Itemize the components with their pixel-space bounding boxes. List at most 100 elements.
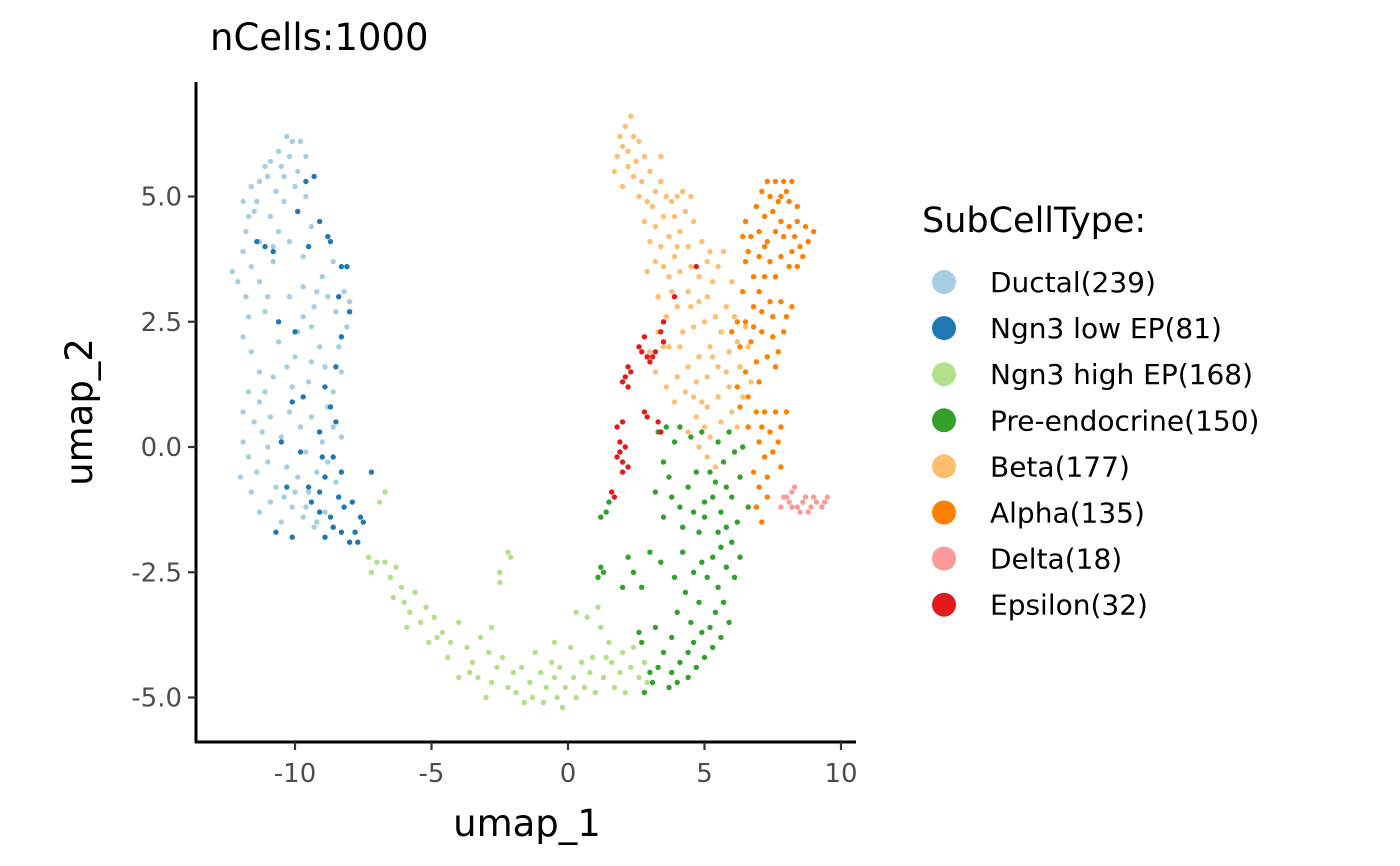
point-s2-68: [483, 694, 489, 701]
point-s2-24: [475, 674, 481, 681]
point-s0-91: [240, 439, 246, 445]
x-tick-label-1: -5: [419, 759, 445, 789]
point-s2-81: [630, 644, 637, 651]
point-s0-19: [248, 263, 254, 270]
point-s2-14: [431, 614, 437, 620]
point-s2-23: [486, 649, 492, 656]
point-s1-12: [336, 294, 342, 300]
point-s4-88: [658, 153, 664, 160]
point-s7-16: [619, 379, 626, 385]
point-s2-26: [488, 679, 495, 686]
legend-item-4: Beta(177): [932, 450, 1130, 483]
legend-swatch-6: [932, 546, 956, 571]
point-s6-11: [819, 504, 825, 510]
legend-label-1: Ngn3 low EP(81): [990, 312, 1222, 345]
point-s2-67: [456, 674, 462, 681]
y-tick-label-3: 2.5: [141, 308, 182, 338]
point-s5-3: [789, 178, 795, 185]
point-s5-49: [759, 329, 765, 335]
point-s7-4: [660, 339, 667, 345]
point-s3-66: [595, 574, 601, 580]
point-s0-102: [275, 228, 282, 235]
point-s2-42: [573, 694, 579, 701]
point-s5-54: [753, 359, 760, 365]
point-s3-10: [701, 514, 708, 520]
point-s3-11: [710, 494, 716, 500]
point-s5-42: [759, 309, 765, 315]
point-s3-30: [718, 544, 724, 550]
point-s1-5: [327, 238, 334, 245]
point-s2-43: [581, 684, 588, 691]
point-s3-60: [682, 589, 689, 595]
point-s5-35: [750, 274, 757, 280]
point-s1-2: [295, 208, 301, 215]
point-s5-6: [778, 193, 784, 200]
point-s3-79: [745, 504, 751, 510]
point-s4-81: [729, 409, 735, 415]
point-s0-58: [251, 419, 257, 425]
point-s0-87: [303, 504, 309, 510]
point-s1-49: [346, 539, 353, 545]
point-s1-21: [327, 404, 334, 410]
point-s0-74: [303, 449, 309, 455]
point-s5-23: [756, 228, 762, 235]
point-s1-8: [254, 238, 260, 245]
point-s4-55: [729, 279, 735, 285]
point-s5-70: [764, 474, 770, 480]
point-s2-71: [578, 659, 585, 666]
point-s4-49: [666, 344, 672, 350]
point-s5-72: [764, 494, 770, 500]
point-s4-12: [611, 168, 618, 175]
point-s3-85: [688, 619, 694, 626]
point-s3-36: [712, 609, 719, 615]
point-s2-44: [587, 669, 593, 676]
point-s0-60: [267, 414, 274, 420]
point-s2-19: [464, 644, 470, 651]
point-s2-76: [467, 669, 473, 676]
point-s3-31: [737, 554, 743, 560]
point-s3-44: [685, 649, 691, 656]
point-s4-100: [710, 354, 716, 360]
point-s2-48: [617, 669, 623, 676]
point-s5-36: [742, 258, 749, 265]
legend-item-2: Ngn3 high EP(168): [932, 358, 1253, 391]
point-s4-107: [644, 268, 650, 275]
point-s7-31: [611, 494, 618, 500]
point-s5-33: [772, 274, 779, 280]
point-s1-25: [297, 449, 304, 455]
point-s4-58: [696, 354, 702, 360]
point-s5-7: [786, 198, 792, 205]
legend-item-3: Pre-endocrine(150): [932, 404, 1259, 437]
point-s4-13: [619, 183, 626, 190]
point-s3-1: [666, 474, 672, 480]
point-s0-98: [303, 193, 309, 200]
point-s0-97: [292, 183, 298, 190]
point-s2-7: [393, 564, 399, 570]
point-s2-9: [401, 599, 407, 605]
point-s2-58: [508, 554, 514, 560]
point-s5-28: [767, 258, 773, 265]
point-s0-90: [237, 474, 244, 480]
point-s5-5: [767, 193, 773, 200]
point-s6-3: [791, 484, 798, 490]
point-s3-87: [701, 499, 708, 505]
point-s1-18: [322, 384, 328, 390]
point-s4-24: [671, 213, 678, 220]
point-s5-19: [789, 248, 795, 255]
point-s0-73: [295, 474, 301, 480]
point-s1-37: [341, 504, 347, 510]
point-s2-21: [469, 659, 476, 666]
point-s0-88: [292, 489, 298, 495]
point-s0-59: [259, 429, 265, 435]
x-tick-label-2: 0: [560, 759, 577, 789]
point-s0-66: [330, 424, 336, 430]
point-s5-75: [775, 439, 781, 445]
point-s6-17: [781, 494, 787, 500]
point-s2-29: [505, 684, 511, 691]
point-s4-33: [671, 253, 678, 260]
point-s3-2: [652, 489, 659, 495]
point-s0-70: [265, 459, 271, 465]
point-s2-73: [606, 639, 612, 646]
point-s1-19: [289, 399, 295, 405]
legend: SubCellType: Ductal(239) Ngn3 low EP(81) N…: [922, 201, 1259, 622]
